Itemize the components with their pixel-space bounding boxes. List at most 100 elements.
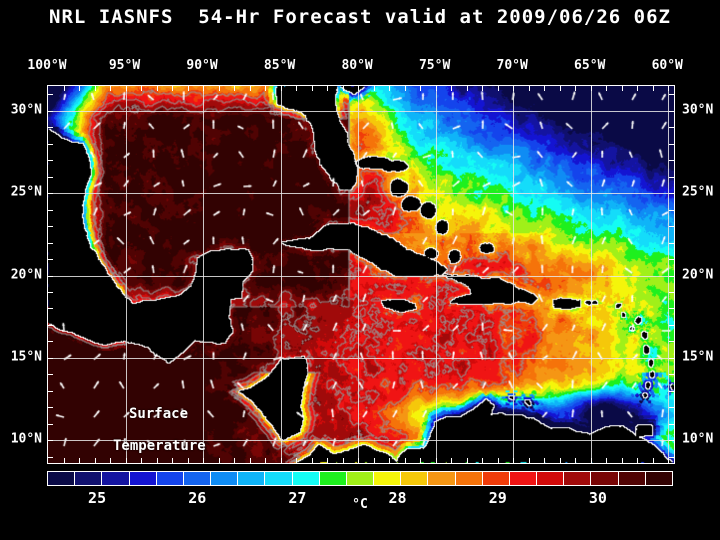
- axis-tick: [327, 86, 329, 91]
- axis-tick: [669, 242, 674, 244]
- axis-tick: [637, 458, 639, 463]
- axis-tick: [669, 440, 674, 442]
- axis-tick: [669, 374, 674, 376]
- axis-tick: [218, 458, 220, 463]
- gridline-meridian: [668, 86, 670, 463]
- gridline-parallel: [48, 440, 674, 442]
- axis-tick: [669, 324, 674, 326]
- colorbar-swatch: [374, 472, 402, 485]
- axis-tick: [482, 86, 484, 91]
- axis-tick: [404, 458, 406, 463]
- axis-tick: [48, 242, 53, 244]
- axis-tick: [156, 458, 158, 463]
- axis-tick: [668, 86, 670, 91]
- axis-tick: [358, 86, 360, 91]
- page-title: NRL IASNFS 54-Hr Forecast valid at 2009/…: [49, 6, 671, 28]
- colorbar-swatch: [48, 472, 76, 485]
- axis-tick: [669, 456, 674, 458]
- axis-tick: [669, 275, 674, 277]
- axis-tick: [48, 176, 53, 178]
- longitude-label: 90°W: [186, 58, 218, 73]
- colorbar-swatch: [509, 472, 538, 485]
- colorbar-swatch: [564, 472, 592, 485]
- axis-tick: [482, 458, 484, 463]
- latitude-label: 10°N: [10, 431, 42, 447]
- axis-tick: [389, 458, 391, 463]
- colorbar-tick-label: 30: [588, 489, 607, 507]
- axis-tick: [497, 458, 499, 463]
- map-plot-area: Surface Temperature: [47, 85, 675, 464]
- gridline-parallel: [48, 275, 674, 277]
- axis-tick: [48, 209, 53, 211]
- axis-tick: [110, 458, 112, 463]
- axis-tick: [559, 458, 561, 463]
- colorbar-tick-label: 28: [388, 489, 407, 507]
- axis-tick: [311, 458, 313, 463]
- axis-tick: [125, 458, 127, 463]
- axis-tick: [249, 86, 251, 91]
- axis-tick: [669, 209, 674, 211]
- axis-tick: [48, 127, 53, 129]
- gridline-parallel: [48, 193, 674, 195]
- map-annotation-label: Temperature: [113, 438, 206, 454]
- axis-tick: [48, 357, 53, 359]
- axis-tick: [94, 86, 96, 91]
- sea-surface-temperature-raster: [48, 86, 674, 463]
- axis-tick: [79, 458, 80, 463]
- gridline-meridian: [435, 86, 437, 463]
- axis-tick: [669, 226, 674, 228]
- axis-tick: [296, 458, 298, 463]
- axis-tick: [342, 458, 344, 463]
- axis-tick: [48, 259, 53, 261]
- gridline-meridian: [125, 86, 127, 463]
- axis-tick: [48, 423, 53, 425]
- colorbar-swatch: [645, 472, 672, 485]
- axis-tick: [669, 193, 674, 195]
- axis-tick: [79, 86, 80, 91]
- axis-tick: [218, 86, 220, 91]
- colorbar-swatch: [129, 472, 157, 485]
- axis-tick: [435, 458, 437, 463]
- axis-tick: [652, 458, 654, 463]
- axis-tick: [48, 324, 53, 326]
- gridline-meridian: [203, 86, 205, 463]
- colorbar-swatch: [75, 472, 103, 485]
- axis-tick: [327, 458, 329, 463]
- axis-tick: [48, 440, 53, 442]
- colorbar-swatch: [482, 472, 510, 485]
- axis-tick: [48, 456, 53, 458]
- axis-tick: [94, 458, 96, 463]
- colorbar-swatch: [183, 472, 212, 485]
- longitude-label: 100°W: [27, 58, 67, 73]
- axis-tick: [528, 86, 530, 91]
- axis-tick: [668, 458, 670, 463]
- axis-tick: [203, 458, 205, 463]
- axis-tick: [48, 291, 53, 293]
- axis-tick: [172, 458, 174, 463]
- colorbar-swatch: [238, 472, 266, 485]
- colorbar-swatch: [591, 472, 619, 485]
- axis-tick: [559, 86, 561, 91]
- colorbar-tick-label: 25: [88, 489, 107, 507]
- axis-tick: [669, 259, 674, 261]
- axis-tick: [48, 374, 53, 376]
- longitude-label: 75°W: [418, 58, 451, 73]
- colorbar-swatch: [102, 472, 130, 485]
- axis-tick: [48, 94, 53, 96]
- temperature-colorbar: [47, 471, 673, 486]
- axis-tick: [669, 423, 674, 425]
- axis-tick: [451, 86, 453, 91]
- axis-tick: [187, 86, 189, 91]
- longitude-label: 70°W: [496, 58, 528, 73]
- axis-tick: [311, 86, 313, 91]
- axis-tick: [48, 407, 53, 409]
- colorbar-tick-label: 26: [188, 489, 207, 507]
- axis-tick: [234, 458, 236, 463]
- latitude-label: 30°N: [10, 102, 42, 118]
- gridline-meridian: [280, 86, 282, 463]
- axis-tick: [669, 94, 674, 96]
- latitude-label: 20°N: [682, 267, 714, 282]
- longitude-label: 80°W: [341, 58, 373, 73]
- colorbar-swatch: [618, 472, 646, 485]
- axis-tick: [342, 86, 344, 91]
